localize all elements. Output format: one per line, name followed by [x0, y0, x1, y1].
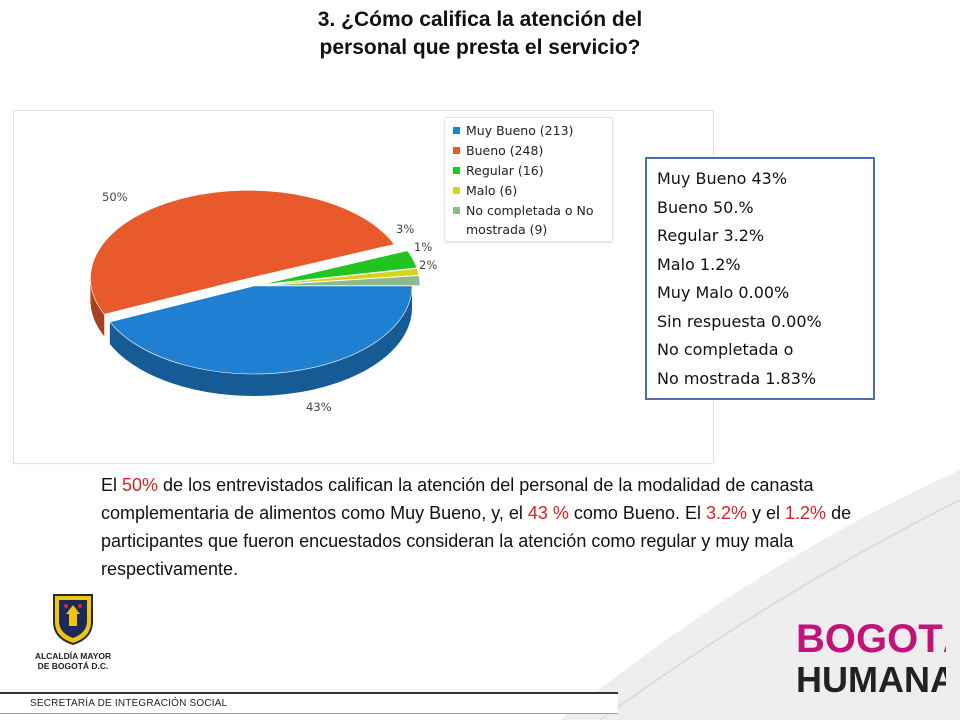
pie-slice-1: [90, 190, 395, 315]
slice-label: 2%: [419, 258, 437, 272]
title-line-2: personal que presta el servicio?: [319, 36, 641, 59]
legend-swatch: [453, 207, 460, 214]
pie-slice-2: [261, 250, 418, 285]
brand-line-2: HUMANA: [796, 659, 946, 700]
brand-line-1: BOGOTÁ: [796, 616, 946, 661]
legend-swatch: [453, 127, 460, 134]
legend-label: Bueno (248): [466, 143, 544, 158]
coat-of-arms-icon: [53, 594, 93, 646]
summary-line: Sin respuesta 0.00%: [657, 311, 822, 331]
slice-label: 3%: [396, 222, 414, 236]
slice-label: 1%: [414, 240, 432, 254]
alcaldia-logo: ALCALDÍA MAYOR DE BOGOTÁ D.C.: [28, 592, 118, 671]
legend-label: No completada o No mostrada (9): [466, 203, 594, 237]
footer-bar: SECRETARÍA DE INTEGRACIÓN SOCIAL: [0, 692, 618, 714]
desc-text-1: El: [101, 475, 123, 495]
desc-value-2: 43 %: [527, 503, 569, 523]
desc-value-3: 3.2%: [705, 503, 748, 523]
legend-swatch: [453, 167, 460, 174]
summary-line: No mostrada 1.83%: [657, 368, 817, 388]
legend-item: No completada o No mostrada (9): [453, 201, 612, 239]
summary-line: Regular 3.2%: [657, 226, 765, 245]
desc-text-5: de participantes que fueron encuestados …: [101, 503, 852, 579]
summary-line: No completada o: [657, 340, 794, 359]
alcaldia-line-1: ALCALDÍA MAYOR: [34, 651, 112, 661]
summary-line: Malo 1.2%: [657, 254, 741, 274]
description-paragraph: El 50% de los entrevistados califican la…: [101, 471, 901, 583]
legend-label: Muy Bueno (213): [466, 123, 574, 138]
pie-chart: 43% 50% 3%1% 2%: [90, 190, 437, 414]
slice-label: 43%: [306, 400, 332, 414]
desc-text-2: de los entrevistados califican la atenci…: [101, 475, 814, 523]
legend-item: Muy Bueno (213): [453, 121, 612, 140]
bogota-humana-logo: BOGOTÁ HUMANA: [796, 616, 946, 700]
legend-swatch: [453, 147, 460, 154]
alcaldia-line-2: DE BOGOTÁ D.C.: [37, 661, 109, 671]
desc-text-3: como Bueno. El: [568, 503, 706, 523]
chart-legend: Muy Bueno (213) Bueno (248) Regular (16) Ma…: [444, 117, 613, 242]
summary-line: Muy Bueno 43%: [657, 169, 788, 188]
legend-item: Regular (16): [453, 161, 612, 180]
pie-slice-0: [109, 285, 413, 375]
title-line-1: 3. ¿Cómo califica la atención del: [317, 8, 643, 31]
legend-item: Malo (6): [453, 181, 612, 200]
pie-slice-side: [90, 278, 105, 337]
slice-label: 50%: [102, 190, 128, 204]
legend-label: Malo (6): [466, 183, 518, 198]
summary-box: Muy Bueno 43% Bueno 50.% Regular 3.2% Malo …: [645, 157, 875, 400]
summary-line: Bueno 50.%: [657, 197, 754, 217]
footer-text: SECRETARÍA DE INTEGRACIÓN SOCIAL: [30, 698, 228, 709]
legend-label: Regular (16): [466, 163, 544, 178]
legend-swatch: [453, 187, 460, 194]
legend-item: Bueno (248): [453, 141, 612, 160]
desc-value-1: 50%: [122, 475, 159, 495]
summary-line: Muy Malo 0.00%: [657, 283, 790, 302]
pie-slice-side: [109, 286, 412, 396]
pie-slice-3: [261, 268, 420, 286]
page-title: 3. ¿Cómo califica la atención del person…: [180, 6, 780, 62]
desc-text-4: y el: [747, 503, 786, 523]
pie-slice-4: [261, 275, 421, 287]
desc-value-4: 1.2%: [785, 503, 827, 523]
